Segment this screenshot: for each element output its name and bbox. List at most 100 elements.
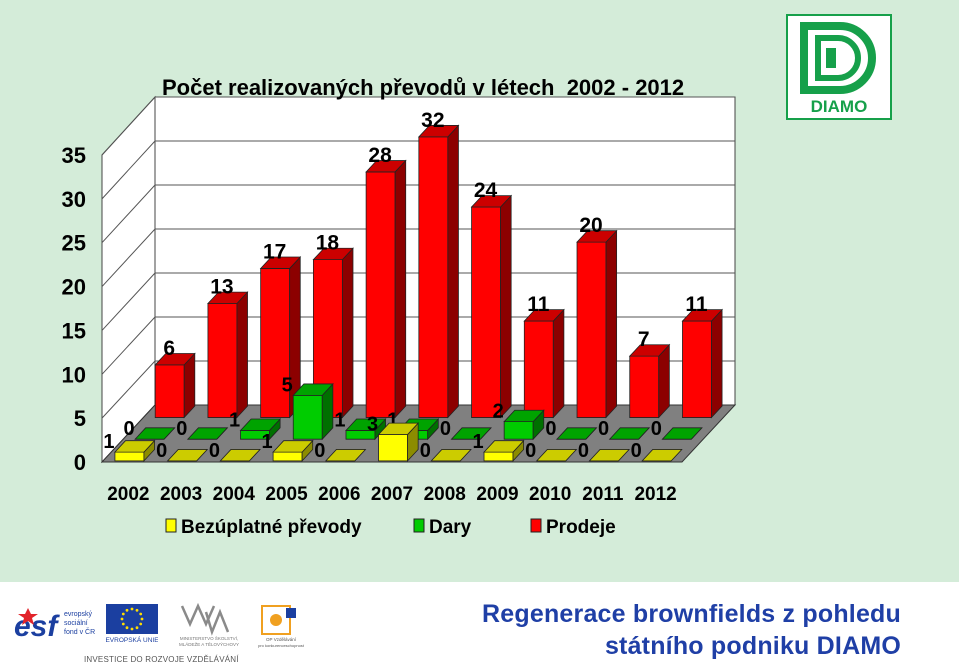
bar-bezúplatné-převody-2002 — [114, 439, 156, 462]
bar-prodeje-2006 — [365, 159, 407, 419]
bar-top-face — [272, 440, 314, 453]
bar-prodeje-2010 — [576, 229, 618, 419]
data-label: 13 — [210, 276, 233, 299]
data-label: 11 — [527, 293, 550, 316]
data-label: 5 — [282, 374, 293, 396]
footer: esf evropský sociální fond v ČR EVROPSKÁ… — [0, 582, 959, 668]
bar-bezúplatné-převody-2006 — [324, 449, 367, 462]
data-label: 20 — [579, 214, 602, 237]
data-label: 18 — [316, 232, 340, 255]
chart-side-wall — [101, 95, 156, 464]
data-label: 0 — [578, 440, 589, 462]
esf-text-3: fond v ČR — [64, 627, 95, 636]
bar-top-face — [154, 353, 196, 366]
x-tick-label: 2005 — [265, 484, 308, 505]
bar-dary-2008 — [450, 427, 492, 440]
bar-top-face — [681, 309, 723, 322]
bar-side-face — [447, 124, 459, 419]
bar-top-face — [470, 195, 513, 208]
bar-top-face — [450, 427, 492, 440]
data-label: 6 — [163, 337, 175, 360]
y-tick-label: 5 — [74, 406, 86, 431]
bar-bezúplatné-převody-2003 — [166, 449, 209, 462]
bar-front-face — [272, 451, 303, 462]
bar-side-face — [500, 194, 512, 419]
bar-top-face — [555, 427, 598, 440]
diamo-logo: DIAMO — [786, 14, 892, 120]
data-label: 2 — [493, 401, 504, 423]
bar-top-face — [365, 160, 407, 173]
eu-star-icon — [121, 622, 125, 626]
bar-dary-2002 — [134, 427, 176, 440]
bar-top-face — [239, 418, 282, 431]
esf-text-2: sociální — [64, 620, 88, 627]
bar-bezúplatné-převody-2008 — [430, 449, 472, 462]
y-tick-label: 15 — [62, 318, 86, 343]
bar-dary-2011 — [608, 427, 651, 440]
chart-gridline — [101, 140, 735, 200]
data-label: 0 — [314, 440, 325, 462]
x-tick-label: 2010 — [529, 484, 571, 505]
bar-top-face — [114, 440, 156, 453]
eu-star-icon — [130, 607, 134, 611]
bar-top-face — [312, 247, 354, 261]
legend-swatch-1 — [165, 518, 177, 533]
bar-top-face — [576, 230, 618, 243]
bar-top-face — [483, 440, 525, 453]
bar-front-face — [154, 364, 185, 418]
op-text-1: OP Vzdělávání — [266, 637, 297, 642]
data-label: 28 — [368, 144, 392, 167]
bar-top-face — [523, 309, 565, 322]
bar-top-face — [430, 449, 472, 462]
data-label: 0 — [124, 418, 135, 440]
eu-star-icon — [139, 612, 143, 616]
esf-text-1: evropský — [64, 611, 93, 618]
bar-top-face — [535, 449, 578, 462]
bar-bezúplatné-převody-2004 — [219, 449, 261, 462]
chart-gridline — [101, 96, 735, 156]
bar-bezúplatné-převody-2012 — [641, 449, 683, 462]
bar-front-face — [292, 394, 323, 440]
bar-top-face — [608, 427, 651, 440]
bar-bezúplatné-převody-2009 — [483, 439, 525, 462]
bar-side-face — [711, 308, 723, 419]
data-label: 0 — [156, 440, 167, 462]
data-label: 11 — [685, 293, 708, 316]
bar-top-face — [628, 344, 671, 357]
eu-text: EVROPSKÁ UNIE — [106, 635, 158, 644]
bar-prodeje-2008 — [470, 194, 513, 419]
x-tick-label: 2007 — [371, 484, 413, 505]
legend-swatch-3 — [530, 518, 542, 533]
bar-front-face — [576, 241, 607, 418]
invest-text: INVESTICE DO ROZVOJE VZDĚLÁVÁNÍ — [84, 655, 239, 664]
eu-star-icon — [125, 608, 129, 612]
eu-star-icon — [120, 617, 124, 621]
bar-top-face — [259, 256, 302, 269]
bar-dary-2003 — [186, 427, 229, 440]
bar-top-face — [207, 291, 249, 304]
bar-top-face — [324, 449, 367, 462]
chart-gridline — [101, 228, 735, 287]
bar-prodeje-2012 — [681, 308, 723, 419]
data-label: 0 — [209, 440, 220, 462]
y-tick-label: 20 — [62, 275, 86, 300]
chart-gridline — [101, 272, 735, 331]
bar-side-face — [552, 308, 565, 419]
data-label: 7 — [638, 328, 650, 351]
data-label: 0 — [420, 440, 431, 462]
bar-front-face — [207, 303, 238, 418]
bar-bezúplatné-převody-2011 — [588, 449, 630, 462]
bar-top-face — [503, 409, 545, 423]
bar-dary-2012 — [661, 427, 703, 440]
bar-top-face — [588, 449, 630, 462]
op-text-2: pro konkurenceschopnost — [258, 643, 305, 648]
data-label: 1 — [103, 431, 114, 453]
eu-star-icon — [139, 622, 143, 626]
bar-prodeje-2011 — [628, 343, 671, 419]
data-label: 0 — [440, 418, 451, 440]
bar-front-face — [418, 136, 449, 418]
bar-top-face — [219, 449, 261, 462]
eu-star-icon — [121, 612, 125, 616]
data-label: 0 — [651, 418, 662, 440]
bar-top-face — [186, 427, 229, 440]
